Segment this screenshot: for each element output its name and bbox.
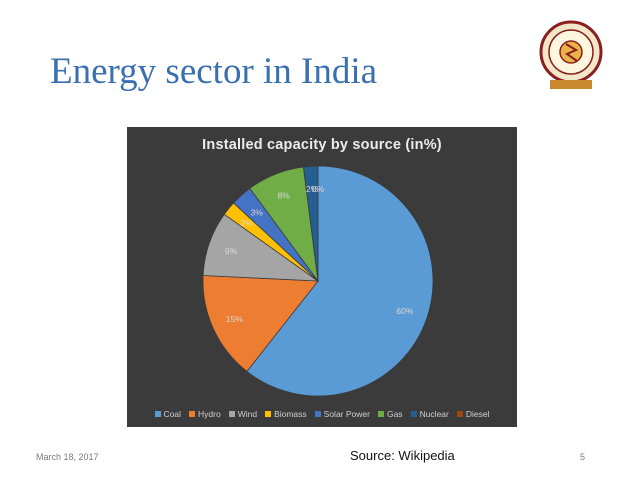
legend-item-nuclear: Nuclear: [410, 409, 449, 419]
legend-label-diesel: Diesel: [465, 409, 490, 419]
legend-item-hydro: Hydro: [189, 409, 221, 419]
legend-label-gas: Gas: [386, 409, 403, 419]
pie-slice-coal: [246, 165, 434, 397]
legend-label-solar-power: Solar Power: [323, 409, 370, 419]
legend-swatch-coal: [154, 411, 161, 417]
legend-label-wind: Wind: [237, 409, 258, 419]
page-number: 5: [580, 452, 586, 462]
data-label-biomass: 2%: [240, 218, 253, 228]
legend-swatch-wind: [228, 411, 235, 417]
pie-slice-hydro: [202, 275, 319, 372]
data-label-solar-power: 3%: [251, 207, 264, 217]
legend-item-wind: Wind: [228, 409, 258, 419]
slide-title: Energy sector in India: [50, 51, 378, 92]
legend-swatch-hydro: [189, 411, 195, 417]
data-label-coal: 60%: [396, 306, 413, 316]
legend-label-coal: Coal: [163, 409, 181, 419]
data-label-gas: 8%: [278, 191, 291, 201]
institute-logo: [539, 20, 603, 89]
chart-legend: Coal Hydro Wind Biomass Solar Power Gas Nuclea…: [127, 409, 517, 419]
source-note: Source: Wikipedia: [350, 448, 455, 463]
legend-swatch-solar-power: [314, 411, 321, 417]
legend-item-coal: Coal: [154, 409, 181, 419]
footer-date: March 18, 2017: [36, 452, 99, 462]
data-label-diesel: 0%: [312, 184, 325, 194]
pie-chart: 60%15%9%2%3%8%2%0%: [202, 165, 434, 397]
pie-slice-nuclear: [302, 165, 319, 282]
legend-swatch-diesel: [456, 411, 463, 417]
legend-swatch-nuclear: [410, 411, 417, 417]
data-label-hydro: 15%: [226, 314, 243, 324]
legend-item-gas: Gas: [377, 409, 403, 419]
legend-item-solar-power: Solar Power: [314, 409, 370, 419]
legend-label-nuclear: Nuclear: [419, 409, 449, 419]
legend-swatch-gas: [377, 411, 384, 417]
legend-label-biomass: Biomass: [274, 409, 307, 419]
legend-swatch-biomass: [265, 411, 272, 417]
data-label-wind: 9%: [225, 246, 238, 256]
legend-item-diesel: Diesel: [456, 409, 490, 419]
legend-item-biomass: Biomass: [265, 409, 307, 419]
chart-panel: Installed capacity by source (in%) 60% 15…: [127, 127, 517, 427]
legend-label-hydro: Hydro: [198, 409, 221, 419]
chart-title: Installed capacity by source (in%): [202, 137, 442, 153]
data-label-nuclear: 2%: [306, 184, 319, 194]
